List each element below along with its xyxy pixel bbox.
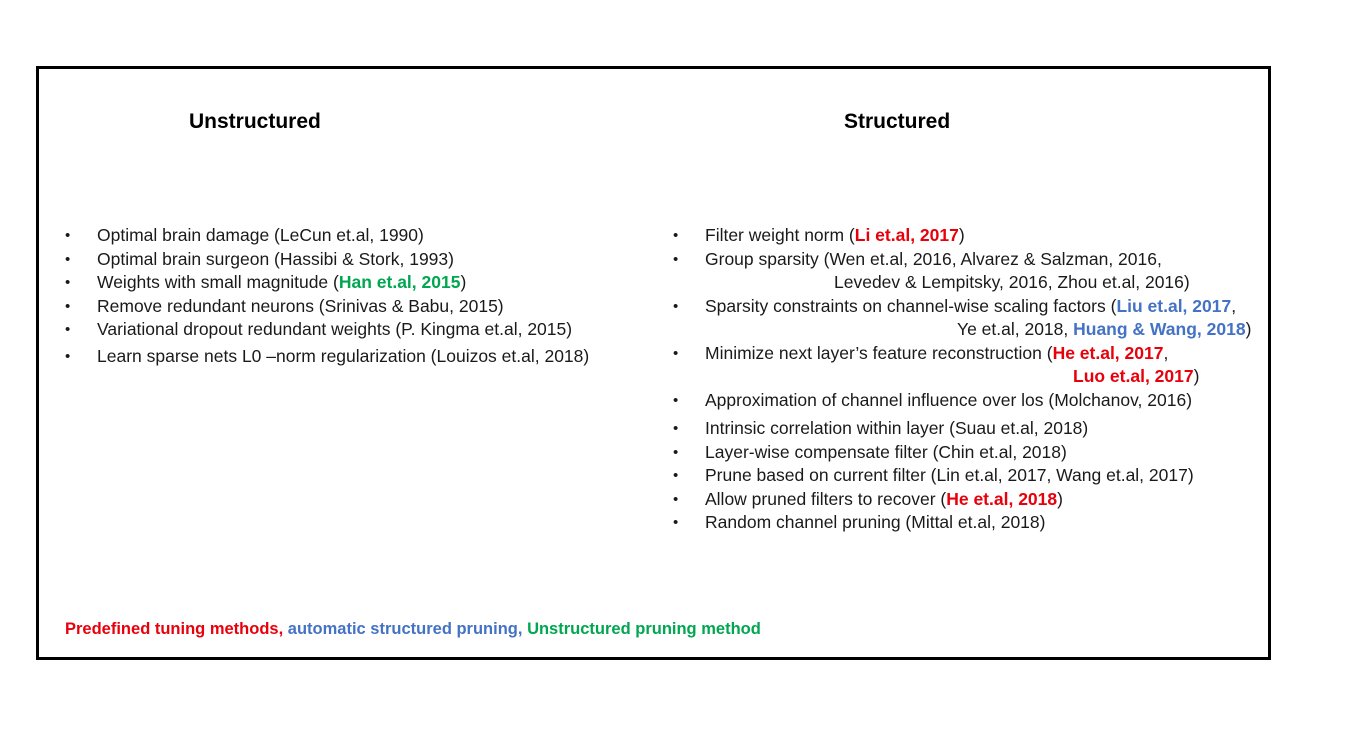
- item-text: ): [1057, 488, 1063, 509]
- list-item: • Prune based on current filter (Lin et.a…: [673, 465, 1194, 485]
- citation-highlight: Han et.al, 2015: [338, 272, 461, 292]
- list-item: • Layer-wise compensate filter (Chin et.a…: [673, 441, 1067, 462]
- item-text-continued: Levedev & Lempitsky, 2016, Zhou et.al, 2…: [834, 272, 1190, 292]
- citation-highlight: Huang & Wang, 2018: [1073, 319, 1246, 339]
- list-item: • Optimal brain surgeon (Hassibi & Stork,…: [65, 248, 454, 269]
- list-item: • Intrinsic correlation within layer (Sua…: [673, 418, 1089, 438]
- legend-automatic: automatic structured pruning,: [287, 620, 523, 638]
- item-text: Optimal brain damage (LeCun et.al, 1990): [97, 225, 424, 245]
- item-text: Prune based on current filter (Lin et.al…: [705, 465, 1194, 485]
- item-text: Intrinsic correlation within layer (Suau…: [705, 418, 1089, 438]
- item-text: Variational dropout redundant weights (P…: [97, 319, 573, 339]
- item-text-continued: Ye et.al, 2018,: [957, 319, 1074, 339]
- item-text: ,: [1231, 295, 1237, 316]
- item-text: Layer-wise compensate filter (Chin et.al…: [705, 441, 1067, 462]
- item-text: Approximation of channel influence over …: [705, 389, 1193, 410]
- item-text: Minimize next layer’s feature reconstruc…: [705, 342, 1053, 363]
- list-item: • Approximation of channel influence over…: [673, 389, 1193, 410]
- list-item: • Random channel pruning (Mittal et.al, 2…: [673, 512, 1046, 532]
- item-text: Learn sparse nets L0 –norm regularizatio…: [97, 345, 590, 366]
- citation-highlight: Liu et.al, 2017: [1116, 295, 1232, 316]
- unstructured-list: • Optimal brain damage (LeCun et.al, 1990…: [65, 224, 589, 368]
- list-item: • Remove redundant neurons (Srinivas & Ba…: [65, 295, 504, 316]
- list-item: • Learn sparse nets L0 –norm regularizati…: [65, 345, 590, 366]
- list-item: • Allow pruned filters to recover (He et.…: [673, 488, 1063, 509]
- item-text: Filter weight norm (: [705, 225, 855, 245]
- item-text: Optimal brain surgeon (Hassibi & Stork, …: [97, 248, 454, 269]
- item-text: Weights with small magnitude (: [97, 272, 339, 292]
- list-item: • Weights with small magnitude (Han et.al…: [65, 272, 467, 292]
- citation-highlight: He et.al, 2018: [946, 488, 1058, 509]
- citation-highlight: He et.al, 2017: [1052, 342, 1164, 363]
- list-item: • Sparsity constraints on channel-wise sc…: [673, 295, 1252, 340]
- item-text: ): [958, 225, 965, 245]
- legend-unstructured: Unstructured pruning method: [527, 620, 761, 638]
- color-legend: Predefined tuning methods, automatic str…: [65, 620, 761, 639]
- list-item: • Minimize next layer’s feature reconstru…: [673, 342, 1200, 387]
- structured-title: Structured: [844, 110, 951, 133]
- item-text: Group sparsity (Wen et.al, 2016, Alvarez…: [705, 248, 1162, 269]
- list-item: • Variational dropout redundant weights (…: [65, 319, 573, 339]
- item-text: ): [460, 272, 467, 292]
- citation-highlight: Luo et.al, 2017: [1073, 366, 1194, 386]
- item-text: ): [1245, 319, 1252, 339]
- list-item: • Filter weight norm (Li et.al, 2017): [673, 225, 965, 245]
- legend-predefined: Predefined tuning methods,: [65, 620, 284, 638]
- item-text: Allow pruned filters to recover (: [705, 488, 947, 509]
- item-text: Random channel pruning (Mittal et.al, 20…: [705, 512, 1046, 532]
- unstructured-title: Unstructured: [189, 110, 321, 133]
- item-text: Sparsity constraints on channel-wise sca…: [705, 295, 1117, 316]
- diagram-frame: [36, 66, 1271, 660]
- item-text: Remove redundant neurons (Srinivas & Bab…: [97, 295, 504, 316]
- list-item: • Optimal brain damage (LeCun et.al, 1990…: [65, 225, 424, 245]
- item-text: ): [1193, 366, 1200, 386]
- citation-highlight: Li et.al, 2017: [854, 225, 959, 245]
- list-item: • Group sparsity (Wen et.al, 2016, Alvare…: [673, 248, 1251, 295]
- structured-list: • Filter weight norm (Li et.al, 2017) • Gr…: [673, 224, 1251, 535]
- item-text: ,: [1163, 342, 1169, 363]
